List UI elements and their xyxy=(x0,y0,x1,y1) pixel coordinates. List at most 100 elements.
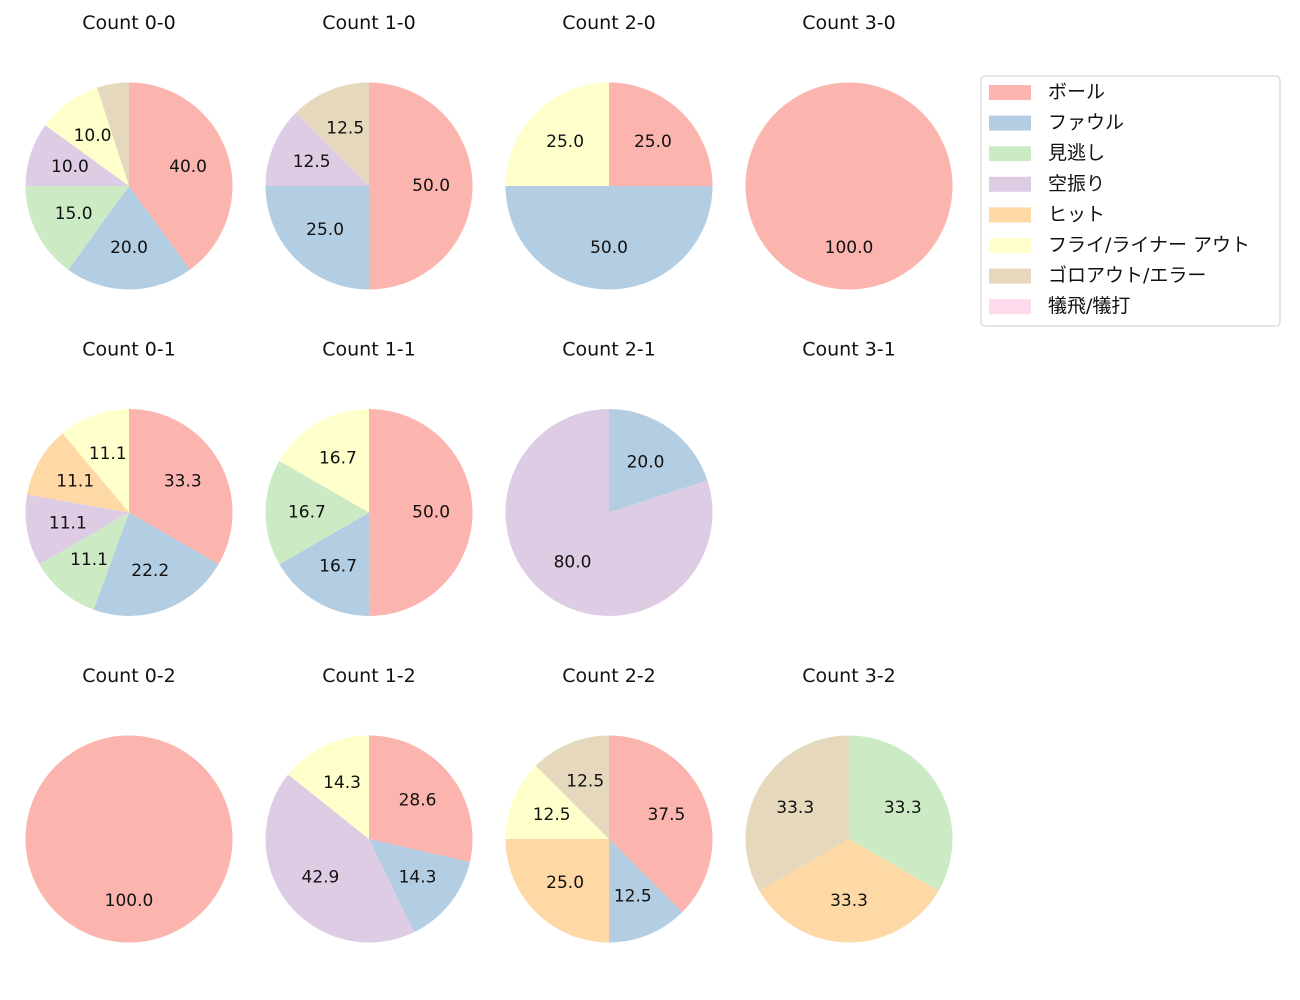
slice-label: 16.7 xyxy=(319,556,357,576)
slice-label: 22.2 xyxy=(131,561,169,581)
slice-label: 11.1 xyxy=(70,550,108,570)
legend-swatch xyxy=(989,85,1031,100)
legend-item: 空振り xyxy=(989,173,1105,195)
slice-label: 25.0 xyxy=(546,873,584,893)
pie-slice xyxy=(25,735,233,943)
legend-frame xyxy=(980,75,1281,327)
legend-label: 見逃し xyxy=(1048,142,1105,164)
pie-title: Count 1-0 xyxy=(322,12,416,34)
pie-slice xyxy=(27,433,130,513)
legend-swatch xyxy=(989,268,1031,284)
pie-panels: Count 0-0 40.0 20.0 15.0 10.0 10.0 Count 1-0 50… xyxy=(25,12,953,943)
pie-slice xyxy=(68,186,190,290)
slice-label: 11.1 xyxy=(49,513,87,533)
pie-slice xyxy=(295,82,369,186)
pie-panel: Count 1-1 50.0 16.7 16.7 16.7 xyxy=(265,339,473,616)
pie-title: Count 1-1 xyxy=(322,339,416,361)
slice-label: 11.1 xyxy=(89,444,127,464)
legend-item: 犠飛/犠打 xyxy=(989,295,1130,317)
pie-slice xyxy=(25,125,129,186)
pie-title: Count 0-2 xyxy=(82,665,176,687)
pie-slice xyxy=(759,839,939,943)
pie-slice xyxy=(609,409,708,513)
pie-title: Count 2-1 xyxy=(562,339,656,361)
pie-title: Count 2-0 xyxy=(562,12,656,34)
pie-panel: Count 2-2 37.5 12.5 25.0 12.5 12.5 xyxy=(505,665,713,943)
slice-label: 100.0 xyxy=(825,238,874,258)
pie-title: Count 0-1 xyxy=(82,339,176,361)
pie-slice xyxy=(97,82,129,186)
slice-label: 12.5 xyxy=(614,886,652,906)
pie-panel: Count 3-0 100.0 xyxy=(745,12,953,290)
pie-slice xyxy=(25,494,129,565)
slice-label: 10.0 xyxy=(51,157,89,177)
pie-slice xyxy=(279,408,369,513)
pie-slice xyxy=(505,839,609,943)
pie-slice xyxy=(745,82,953,290)
pie-slice xyxy=(369,409,473,616)
pie-slice xyxy=(609,839,683,943)
pie-slice xyxy=(265,186,369,290)
slice-label: 33.3 xyxy=(884,798,922,818)
slice-label: 12.5 xyxy=(533,805,571,825)
pie-title: Count 0-0 xyxy=(82,12,176,34)
slice-label: 14.3 xyxy=(323,773,361,793)
slice-label: 25.0 xyxy=(306,220,344,240)
slice-label: 50.0 xyxy=(412,176,450,196)
slice-label: 33.3 xyxy=(776,798,814,818)
legend-label: ボール xyxy=(1048,81,1105,103)
pie-slice xyxy=(609,82,713,186)
slice-label: 100.0 xyxy=(105,891,154,911)
pie-slice xyxy=(535,735,609,839)
pie-slice xyxy=(609,735,713,913)
pie-slice xyxy=(505,186,713,290)
pie-panel: Count 2-0 25.0 50.0 25.0 xyxy=(505,12,713,290)
legend-item: ファウル xyxy=(989,112,1124,134)
pie-panel: Count 0-2 100.0 xyxy=(25,665,233,943)
legend-swatch xyxy=(989,115,1031,131)
legend-item: ヒット xyxy=(989,203,1105,225)
pie-panel: Count 3-1 xyxy=(802,339,896,361)
slice-label: 33.3 xyxy=(830,891,868,911)
pie-slice xyxy=(62,409,129,513)
slice-label: 14.3 xyxy=(399,868,437,888)
pie-slice xyxy=(129,409,233,565)
pie-slice xyxy=(369,735,473,863)
legend-label: ゴロアウト/エラー xyxy=(1048,265,1206,287)
pie-panel: Count 0-0 40.0 20.0 15.0 10.0 10.0 xyxy=(25,12,233,290)
slice-label: 80.0 xyxy=(554,553,592,573)
legend-swatch xyxy=(989,176,1031,192)
legend-swatch xyxy=(989,299,1031,315)
slice-label: 12.5 xyxy=(293,152,331,172)
legend-swatch xyxy=(989,146,1031,162)
slice-label: 25.0 xyxy=(546,132,584,152)
pie-title: Count 2-2 xyxy=(562,665,656,687)
legend-label: 犠飛/犠打 xyxy=(1048,295,1130,317)
legend-item: ボール xyxy=(989,81,1105,103)
slice-label: 50.0 xyxy=(412,502,450,522)
pie-slice xyxy=(849,735,953,891)
slice-label: 50.0 xyxy=(590,238,628,258)
pie-slice xyxy=(369,82,473,290)
slice-label: 20.0 xyxy=(627,452,665,472)
pie-slice xyxy=(265,112,369,186)
slice-label: 42.9 xyxy=(302,868,340,888)
slice-label: 12.5 xyxy=(326,119,364,139)
legend-item: ゴロアウト/エラー xyxy=(989,265,1206,287)
slice-label: 20.0 xyxy=(110,238,148,258)
pie-slice xyxy=(505,409,713,617)
slice-label: 15.0 xyxy=(55,204,93,224)
pie-title: Count 1-2 xyxy=(322,665,416,687)
slice-label: 25.0 xyxy=(634,132,672,152)
legend-swatch xyxy=(989,207,1031,223)
legend-label: 空振り xyxy=(1048,173,1105,195)
pie-slice xyxy=(369,839,470,933)
pie-panel: Count 1-0 50.0 25.0 12.5 12.5 xyxy=(265,12,473,290)
pie-panel: Count 0-1 33.3 22.2 11.1 11.1 11.1 11.1 xyxy=(25,339,233,616)
pie-slice xyxy=(129,82,233,270)
pie-slice xyxy=(39,512,129,610)
pie-slice xyxy=(279,512,370,616)
slice-label: 10.0 xyxy=(74,126,112,146)
